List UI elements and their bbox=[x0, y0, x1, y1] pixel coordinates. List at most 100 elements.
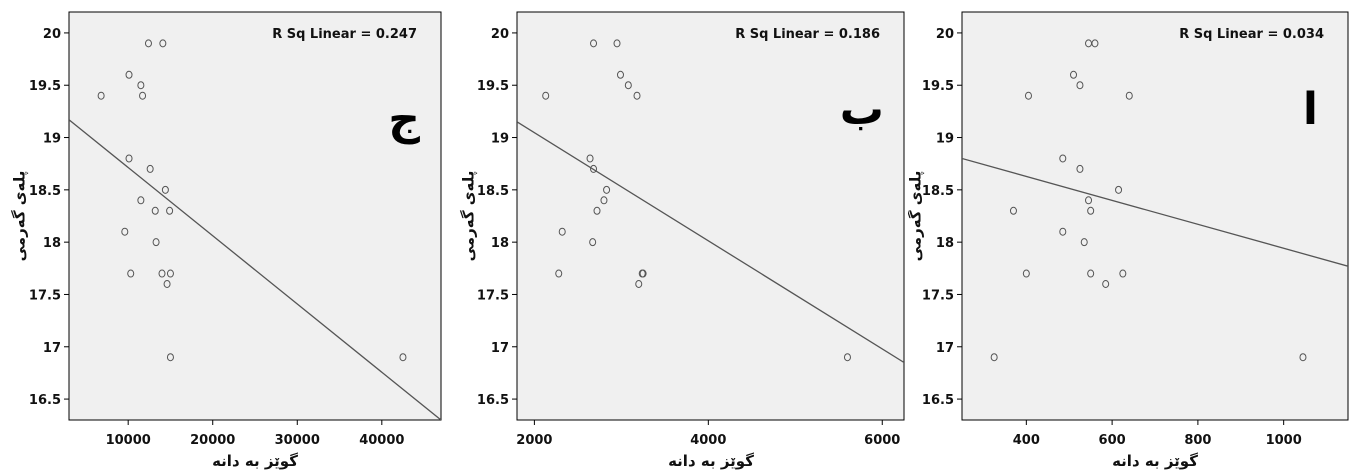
data-point bbox=[146, 164, 154, 173]
data-point bbox=[1085, 196, 1093, 205]
data-point bbox=[639, 269, 647, 278]
y-tick-label: 18.5 bbox=[29, 184, 61, 199]
chart-panel-beh: 16.5 17 17.5 18 18.5 19 19.5 20 2000 4000 6000 R Sq… bbox=[452, 0, 908, 472]
y-axis-title: پلەی گەرمی bbox=[908, 171, 926, 262]
data-point bbox=[151, 206, 159, 215]
data-point bbox=[161, 185, 169, 194]
y-axis-title: پلەی گەرمی bbox=[11, 171, 30, 262]
x-tick-label: 20000 bbox=[190, 433, 235, 448]
y-tick-label: 20 bbox=[936, 27, 954, 42]
data-point bbox=[1091, 39, 1099, 48]
plot-area bbox=[961, 11, 1349, 421]
data-point bbox=[558, 227, 566, 236]
data-point bbox=[590, 39, 598, 48]
data-point bbox=[589, 238, 597, 247]
y-tick-label: 19.5 bbox=[477, 79, 509, 94]
x-axis-title: گوێز بە دانە bbox=[1112, 452, 1198, 470]
data-point bbox=[586, 154, 594, 163]
data-point bbox=[159, 39, 167, 48]
data-point bbox=[158, 269, 166, 278]
data-point bbox=[624, 81, 632, 90]
x-tick-label: 1000 bbox=[1266, 433, 1302, 448]
data-point bbox=[542, 91, 550, 100]
y-tick-label: 17 bbox=[936, 341, 954, 356]
panel-label: ب bbox=[840, 84, 884, 135]
panel-label: ا bbox=[1303, 84, 1318, 135]
data-point bbox=[127, 269, 135, 278]
x-tick-label: 6000 bbox=[864, 433, 900, 448]
data-point bbox=[1076, 164, 1084, 173]
y-tick-label: 16.5 bbox=[29, 393, 61, 408]
data-point bbox=[1102, 280, 1110, 288]
scatter-chart-jeem: 16.5 17 17.5 18 18.5 19 19.5 20 10000 20000 30000 4… bbox=[11, 11, 442, 470]
y-tick-label: 18 bbox=[491, 236, 509, 251]
data-point bbox=[600, 196, 608, 205]
y-tick-label: 17.5 bbox=[477, 288, 509, 303]
data-point bbox=[163, 280, 171, 288]
data-point bbox=[1022, 269, 1030, 278]
data-point bbox=[1024, 91, 1032, 100]
data-point bbox=[1070, 70, 1078, 79]
data-point bbox=[1087, 206, 1095, 215]
x-tick-label: 400 bbox=[1013, 433, 1040, 448]
data-point bbox=[399, 353, 407, 362]
r-squared-annotation: R Sq Linear = 0.034 bbox=[1179, 27, 1324, 42]
data-point bbox=[137, 196, 145, 205]
data-point bbox=[603, 185, 611, 194]
panel-label: ج bbox=[388, 94, 420, 145]
data-point bbox=[1299, 353, 1307, 362]
data-point bbox=[616, 70, 624, 79]
x-tick-label: 40000 bbox=[359, 433, 404, 448]
plot-area bbox=[516, 11, 905, 421]
r-squared-annotation: R Sq Linear = 0.186 bbox=[735, 27, 880, 42]
fit-line bbox=[517, 121, 904, 364]
y-tick-label: 19.5 bbox=[29, 79, 61, 94]
y-tick-label: 20 bbox=[491, 27, 509, 42]
data-point bbox=[990, 353, 998, 362]
data-point bbox=[125, 154, 133, 163]
data-point bbox=[613, 39, 621, 48]
y-tick-label: 16.5 bbox=[477, 393, 509, 408]
data-point bbox=[843, 353, 851, 362]
x-axis-title: گوێز بە دانە bbox=[668, 452, 754, 470]
data-point bbox=[1059, 227, 1067, 236]
fit-line bbox=[962, 157, 1348, 267]
y-tick-label: 16.5 bbox=[922, 393, 954, 408]
x-tick-label: 2000 bbox=[516, 433, 552, 448]
y-tick-label: 17.5 bbox=[922, 288, 954, 303]
data-point bbox=[590, 164, 598, 173]
chart-panel-jeem: 16.5 17 17.5 18 18.5 19 19.5 20 10000 20000 30000 4… bbox=[0, 0, 450, 472]
data-point bbox=[144, 39, 152, 48]
x-tick-label: 10000 bbox=[106, 433, 151, 448]
data-point bbox=[1059, 154, 1067, 163]
x-axis-title: گوێز بە دانە bbox=[212, 452, 298, 470]
y-tick-label: 19 bbox=[43, 132, 61, 147]
x-tick-label: 30000 bbox=[275, 433, 320, 448]
fit-line bbox=[69, 119, 441, 420]
data-point bbox=[152, 238, 160, 247]
y-tick-label: 20 bbox=[43, 27, 61, 42]
data-point bbox=[97, 91, 105, 100]
data-point bbox=[1115, 185, 1123, 194]
x-tick-label: 800 bbox=[1184, 433, 1211, 448]
data-point bbox=[121, 227, 129, 236]
y-axis-title: پلەی گەرمی bbox=[460, 171, 479, 262]
data-point bbox=[1125, 91, 1133, 100]
data-point bbox=[1087, 269, 1095, 278]
data-point bbox=[139, 91, 147, 100]
y-tick-label: 18.5 bbox=[922, 184, 954, 199]
x-tick-label: 600 bbox=[1099, 433, 1126, 448]
scatter-chart-alef: 16.5 17 17.5 18 18.5 19 19.5 20 400 600 800 1000 R S… bbox=[907, 11, 1349, 470]
data-point bbox=[1119, 269, 1127, 278]
y-tick-label: 19 bbox=[936, 132, 954, 147]
y-tick-label: 17 bbox=[43, 341, 61, 356]
data-point bbox=[166, 269, 174, 278]
y-tick-label: 19.5 bbox=[922, 79, 954, 94]
data-point bbox=[635, 280, 643, 288]
data-point bbox=[125, 70, 133, 79]
data-point bbox=[166, 206, 174, 215]
data-point bbox=[633, 91, 641, 100]
data-point bbox=[166, 353, 174, 362]
plot-area bbox=[68, 11, 442, 421]
chart-panel-alef: 16.5 17 17.5 18 18.5 19 19.5 20 400 600 800 1000 R S… bbox=[907, 0, 1351, 472]
